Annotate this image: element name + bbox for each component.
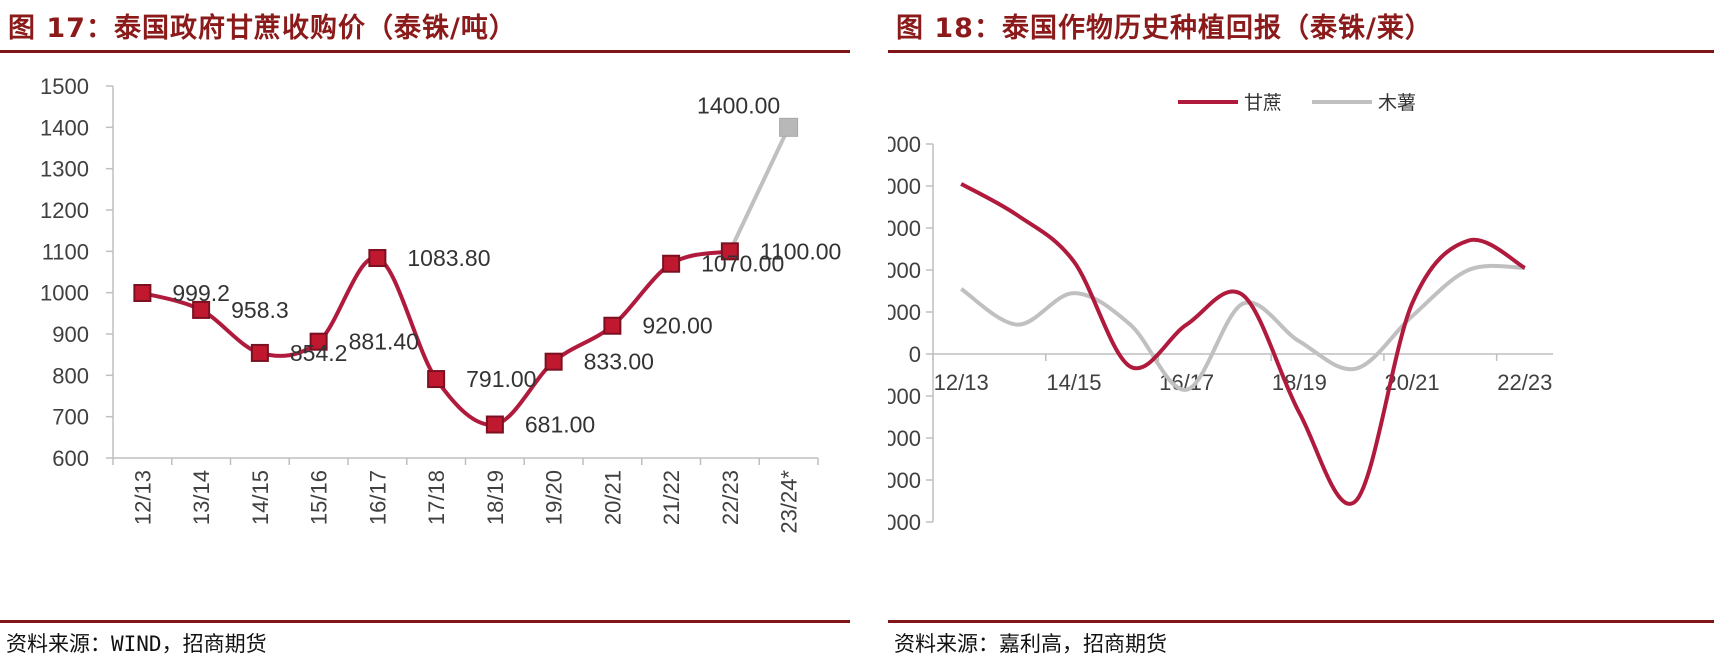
y-tick-label: 800 [52, 363, 89, 388]
data-label: 833.00 [584, 349, 654, 375]
data-label: 681.00 [525, 412, 595, 438]
x-tick-label: 12/13 [130, 470, 155, 525]
legend-label-cassava: 木薯 [1378, 92, 1417, 114]
y-tick-label: 1100 [42, 239, 89, 264]
y-tick-label: 1400 [40, 115, 89, 140]
x-tick-label: 16/17 [365, 470, 390, 525]
y-tick-label: 900 [52, 322, 89, 347]
y-tick-label: 600 [52, 446, 89, 471]
data-label: 854.2 [290, 340, 348, 366]
x-tick-label: 15/16 [307, 470, 332, 525]
y-tick-label: 2,000 [888, 258, 921, 283]
data-label: 1400.00 [697, 92, 780, 118]
x-tick-label: 18/19 [483, 470, 508, 525]
left-source-rule [0, 620, 850, 623]
left-title-rule [0, 50, 850, 53]
x-tick-label: 12/13 [934, 370, 989, 395]
data-point-marker [662, 254, 681, 273]
data-point-marker-forecast [779, 117, 799, 137]
right-crop-return-chart: -4,000 -3,000 -2,000 -1,000 0 1,000 2,000 3,000… [888, 132, 1553, 535]
data-label: 1100.00 [760, 238, 841, 264]
right-title-rule [888, 50, 1714, 53]
x-tick-label: 22/23 [718, 470, 743, 525]
x-tick-label: 20/21 [600, 470, 625, 525]
y-tick-label: 1500 [40, 74, 89, 99]
data-point-marker [427, 370, 446, 389]
y-tick-label: 4,000 [888, 174, 921, 199]
data-point-marker [250, 343, 269, 362]
y-tick-label: 1,000 [888, 300, 921, 325]
data-label: 791.00 [466, 366, 536, 392]
x-tick-label: 17/18 [424, 470, 449, 525]
y-tick-label: 5,000 [888, 132, 921, 157]
data-point-marker [133, 283, 152, 302]
left-sugarcane-price-chart: 600 700 800 900 1000 1100 1200 1300 1400 1500 12/1… [40, 74, 841, 534]
data-point-marker [368, 249, 387, 268]
data-point-marker [603, 316, 622, 335]
data-point-marker [485, 415, 504, 434]
y-tick-label: 1200 [40, 198, 89, 223]
series-line-sugarcane [960, 182, 1526, 506]
legend-label-sugarcane: 甘蔗 [1244, 92, 1283, 114]
legend-swatch-sugarcane [1178, 99, 1238, 104]
x-tick-label: 21/22 [659, 470, 684, 525]
y-tick-label: 0 [909, 342, 921, 367]
y-tick-label: 1300 [40, 157, 89, 182]
y-tick-label: 3,000 [888, 216, 921, 241]
left-source-note: 资料来源：WIND，招商期货 [6, 632, 267, 656]
x-tick-label: 13/14 [189, 470, 214, 525]
data-label: 958.3 [231, 297, 289, 323]
legend-swatch-cassava [1312, 99, 1373, 104]
x-tick-label: 14/15 [1046, 370, 1101, 395]
x-tick-label: 19/20 [542, 470, 567, 525]
left-figure-panel: 图 17：泰国政府甘蔗收购价（泰铢/吨） 600 700 800 900 1000 110… [0, 0, 850, 663]
right-figure-title: 图 18：泰国作物历史种植回报（泰铢/莱） [896, 13, 1433, 44]
left-figure-title: 图 17：泰国政府甘蔗收购价（泰铢/吨） [8, 13, 517, 44]
y-tick-label: 700 [52, 405, 89, 430]
y-tick-label: -3,000 [888, 468, 921, 493]
data-point-marker [720, 242, 739, 261]
data-point-marker [309, 332, 328, 351]
chart-legend: 甘蔗 木薯 [1178, 88, 1416, 115]
x-tick-label: 22/23 [1497, 370, 1552, 395]
data-point-marker [544, 352, 563, 371]
y-tick-label: -4,000 [888, 510, 921, 535]
right-figure-panel: 图 18：泰国作物历史种植回报（泰铢/莱） 甘蔗 木薯 -4,000 -3,000… [888, 0, 1714, 663]
data-label: 999.2 [172, 280, 230, 306]
data-label: 1083.80 [407, 245, 490, 271]
data-label: 920.00 [642, 313, 712, 339]
y-tick-label: -1,000 [888, 384, 921, 409]
y-tick-label: -2,000 [888, 426, 921, 451]
series-line-cassava [960, 263, 1525, 392]
data-label: 881.40 [349, 329, 419, 355]
x-tick-label: 23/24* [777, 470, 802, 534]
series-line-forecast [728, 126, 791, 253]
right-source-note: 资料来源：嘉利高，招商期货 [894, 632, 1167, 656]
y-tick-label: 1000 [40, 281, 89, 306]
right-source-rule [888, 620, 1714, 623]
data-point-marker [192, 300, 211, 319]
x-tick-label: 14/15 [248, 470, 273, 525]
data-label: 1070.00 [701, 251, 784, 277]
